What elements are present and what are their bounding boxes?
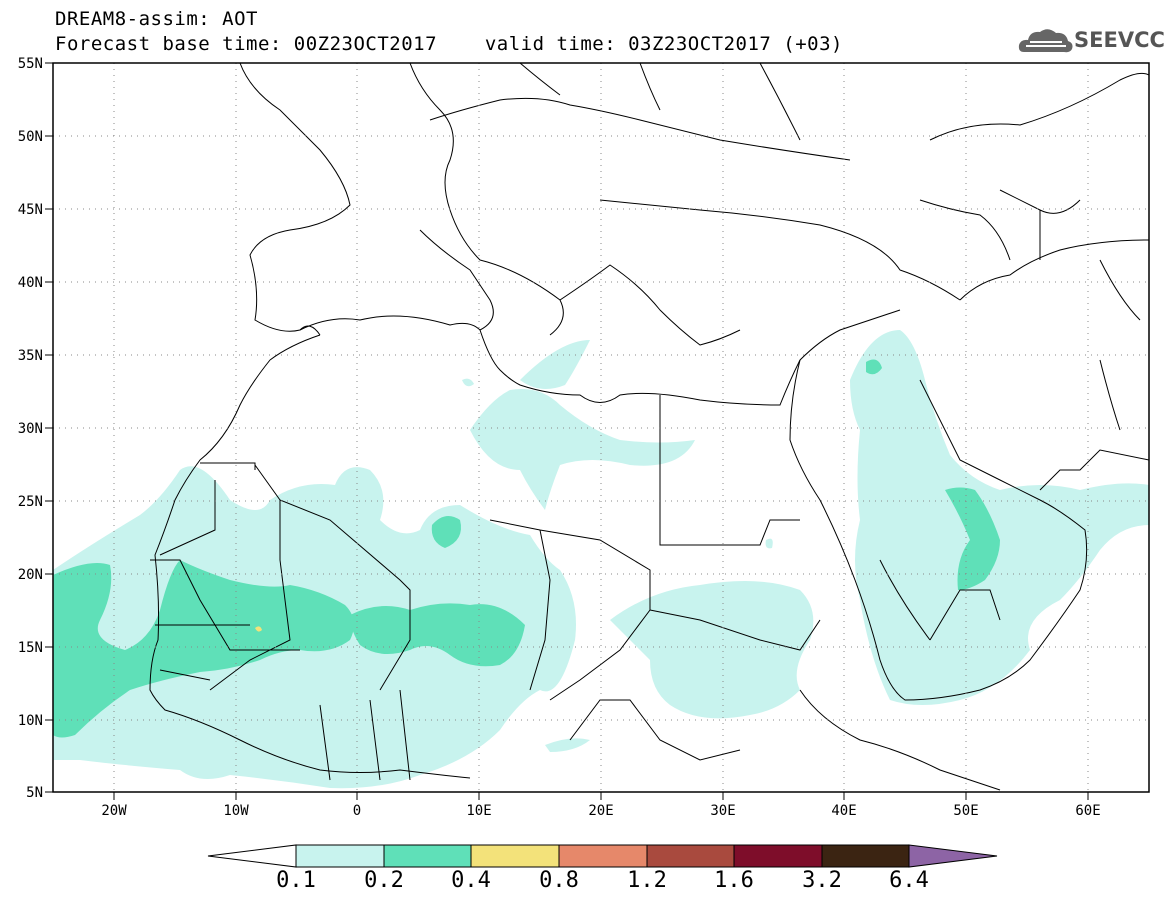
lat-label: 30N [18,421,43,437]
colorbar-label: 1.6 [714,868,754,893]
colorbar-label: 0.8 [539,868,579,893]
lat-label: 20N [18,567,43,583]
colorbar-segment [558,844,648,868]
colorbar-label: 1.2 [627,868,667,893]
lat-label: 5N [26,785,43,801]
lon-label: 20E [588,803,613,819]
colorbar-label: 0.2 [364,868,404,893]
seevccc-logo: SEEVCCC [1018,24,1165,58]
latitude-labels: 55N 50N 45N 40N 35N 30N 25N 20N 15N 10N … [18,56,43,801]
colorbar-segment [470,844,560,868]
lon-label: 0 [353,803,361,819]
coastlines [149,63,1149,791]
valid-time: valid time: 03Z23OCT2017 (+03) [484,33,843,55]
lat-label: 45N [18,202,43,218]
lat-label: 50N [18,129,43,145]
colorbar-segment [646,844,735,868]
lon-label: 50E [953,803,978,819]
lat-label: 55N [18,56,43,72]
base-time: Forecast base time: 00Z23OCT2017 [55,33,438,55]
colorbar-segment [295,844,385,868]
lon-label: 60E [1075,803,1100,819]
colorbar-segment [383,844,472,868]
colorbar-label: 3.2 [802,868,842,893]
colorbar-segment [821,844,910,868]
longitude-labels: 20W 10W 0 10E 20E 30E 40E 50E 60E [101,803,1100,819]
lon-label: 10E [466,803,491,819]
cloud-icon [1018,29,1073,53]
tick-marks [45,62,1089,800]
colorbar-segment [733,844,823,868]
colorbar-label: 0.4 [451,868,491,893]
logo-text: SEEVCCC [1074,28,1165,52]
lon-label: 20W [101,803,127,819]
forecast-times: Forecast base time: 00Z23OCT2017 valid t… [55,33,843,55]
colorbar-segment [207,844,297,868]
colorbar [207,844,998,868]
colorbar-label: 0.1 [276,868,316,893]
lon-label: 30E [710,803,735,819]
lat-label: 40N [18,275,43,291]
map-title: DREAM8-assim: AOT [55,8,258,30]
aot-field [53,330,1149,789]
lat-label: 15N [18,640,43,656]
colorbar-segment [908,844,998,868]
lat-label: 25N [18,494,43,510]
lat-label: 10N [18,713,43,729]
lon-label: 10W [223,803,249,819]
lon-label: 40E [831,803,856,819]
colorbar-label: 6.4 [889,868,929,893]
lat-label: 35N [18,348,43,364]
